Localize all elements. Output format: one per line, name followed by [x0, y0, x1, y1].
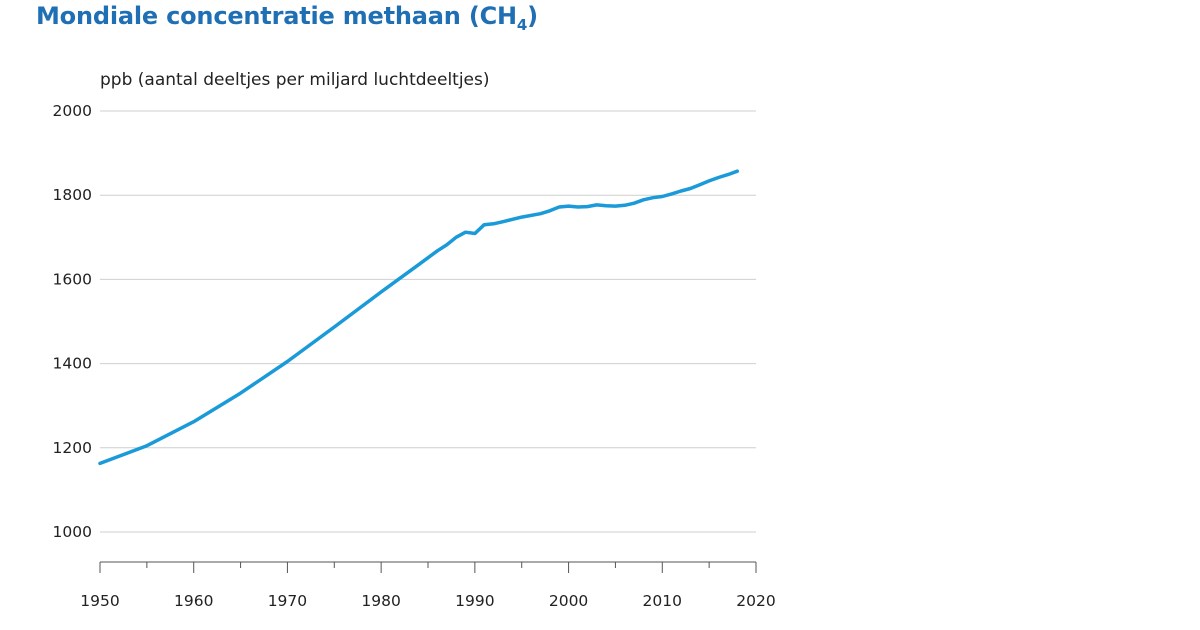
x-tick-label: 1980: [361, 592, 400, 610]
x-tick-label: 2000: [549, 592, 588, 610]
chart-title-main: Mondiale concentratie methaan (CH: [36, 2, 517, 30]
y-tick-label: 1400: [53, 355, 92, 373]
y-tick-label: 1800: [53, 186, 92, 204]
x-tick-label: 1970: [268, 592, 307, 610]
chart-title: Mondiale concentratie methaan (CH4): [36, 2, 538, 34]
chart-title-close: ): [527, 2, 538, 30]
x-tick-label: 1990: [455, 592, 494, 610]
y-axis-label: ppb (aantal deeltjes per miljard luchtde…: [100, 70, 490, 90]
x-tick-label: 1960: [174, 592, 213, 610]
x-tick-label: 2020: [736, 592, 775, 610]
series-line-methaan: [98, 169, 740, 466]
y-tick-label: 2000: [53, 102, 92, 120]
y-tick-label: 1600: [53, 270, 92, 288]
chart-title-subscript: 4: [516, 16, 528, 34]
y-tick-label: 1200: [53, 439, 92, 457]
y-tick-label: 1000: [53, 523, 92, 541]
x-tick-label: 2010: [643, 592, 682, 610]
x-tick-label: 1950: [80, 592, 119, 610]
